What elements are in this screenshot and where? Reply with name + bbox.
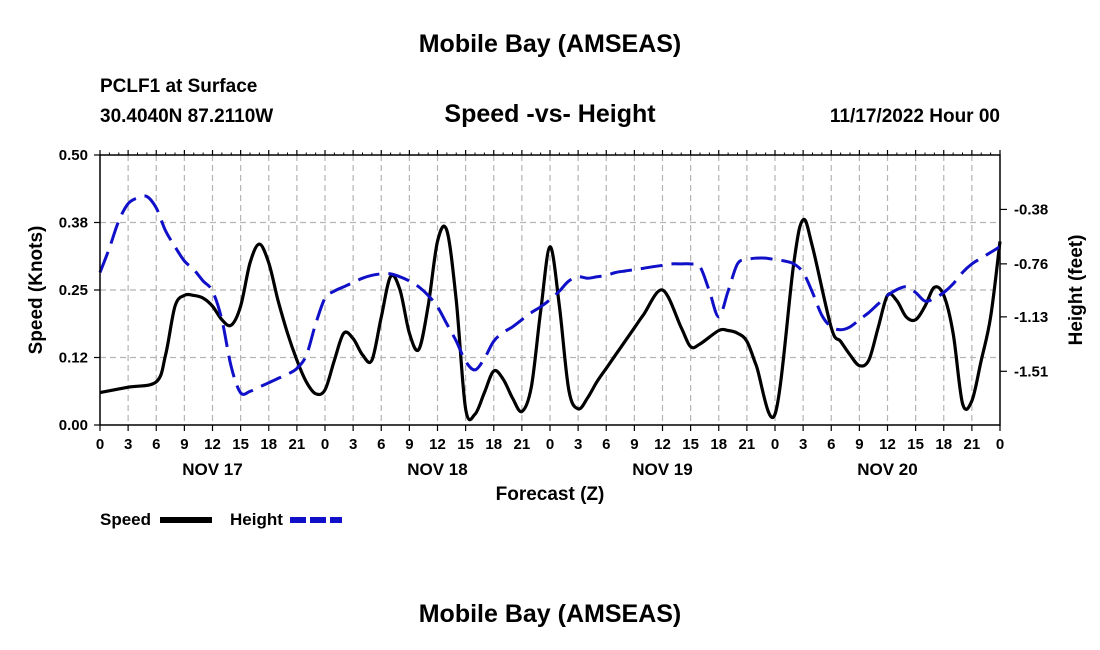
x-tick-label: 12 <box>654 436 671 453</box>
x-tick-label: 18 <box>710 436 727 453</box>
x-tick-label: 12 <box>429 436 446 453</box>
x-tick-label: 15 <box>682 436 699 453</box>
x-tick-label: 12 <box>879 436 896 453</box>
x-tick-label: 9 <box>630 436 638 453</box>
x-tick-label: 3 <box>124 436 132 453</box>
x-tick-label: 6 <box>377 436 385 453</box>
x-tick-label: 0 <box>546 436 554 453</box>
x-tick-label: 9 <box>405 436 413 453</box>
legend-label-speed: Speed <box>100 510 151 529</box>
y-tick-label: 0.38 <box>59 215 88 232</box>
x-tick-label: 9 <box>855 436 863 453</box>
grid <box>100 155 1000 425</box>
x-tick-label: 21 <box>289 436 306 453</box>
x-tick-label: 9 <box>180 436 188 453</box>
x-tick-label: 15 <box>457 436 474 453</box>
x-tick-label: 6 <box>827 436 835 453</box>
y2-tick-label: -0.76 <box>1014 256 1048 273</box>
day-label: NOV 20 <box>857 460 917 479</box>
speed-height-chart: 0 3 6 9 12 15 18 21 0 3 6 9 12 15 18 21 0 3 6 9 12 15 18 21 0 3 6 9… <box>26 147 1087 529</box>
x-tick-label: 21 <box>739 436 756 453</box>
x-tick-label: 15 <box>907 436 924 453</box>
x-tick-label: 6 <box>152 436 160 453</box>
x-tick-label: 15 <box>232 436 249 453</box>
y-axis-label: Speed (Knots) <box>26 226 47 355</box>
x-tick-label: 21 <box>514 436 531 453</box>
series <box>98 194 1002 422</box>
y-tick-label: 0.00 <box>59 417 88 434</box>
x-tick-label: 12 <box>204 436 221 453</box>
x-tick-label: 18 <box>485 436 502 453</box>
station-coordinates: 30.4040N 87.2110W <box>100 106 274 127</box>
y2-tick-label: -0.38 <box>1014 201 1048 218</box>
y2-tick-label: -1.13 <box>1014 309 1048 326</box>
plot-frame <box>99 154 1001 426</box>
station-name: PCLF1 at Surface <box>100 76 258 97</box>
y2-tick-label: -1.51 <box>1014 363 1048 380</box>
axis-tick-labels: 0 3 6 9 12 15 18 21 0 3 6 9 12 15 18 21 0 3 6 9 12 15 18 21 0 3 6 9… <box>59 147 1048 479</box>
x-tick-label: 3 <box>349 436 357 453</box>
run-time: 11/17/2022 Hour 00 <box>829 106 1000 127</box>
x-tick-label: 6 <box>602 436 610 453</box>
y-tick-label: 0.25 <box>59 282 88 299</box>
day-label: NOV 18 <box>407 460 467 479</box>
speed-series-line <box>99 217 1002 422</box>
y-tick-label: 0.12 <box>59 350 88 367</box>
x-tick-label: 21 <box>964 436 981 453</box>
x-tick-label: 18 <box>260 436 277 453</box>
legend-label-height: Height <box>230 510 283 529</box>
legend: Speed Height <box>100 510 342 529</box>
x-tick-label: 0 <box>96 436 104 453</box>
y2-axis-label: Height (feet) <box>1066 235 1087 346</box>
main-title: Mobile Bay (AMSEAS) <box>418 30 682 58</box>
y-tick-label: 0.50 <box>59 147 88 164</box>
day-label: NOV 19 <box>632 460 692 479</box>
repeated-main-title: Mobile Bay (AMSEAS) <box>418 600 682 628</box>
x-axis-label: Forecast (Z) <box>496 484 605 505</box>
height-series-line <box>98 194 1001 396</box>
x-tick-label: 3 <box>799 436 807 453</box>
x-tick-label: 0 <box>321 436 329 453</box>
day-label: NOV 17 <box>182 460 242 479</box>
x-tick-label: 0 <box>771 436 779 453</box>
x-tick-label: 18 <box>935 436 952 453</box>
x-tick-label: 3 <box>574 436 582 453</box>
chart-title: Speed -vs- Height <box>444 100 656 128</box>
x-tick-label: 0 <box>996 436 1004 453</box>
